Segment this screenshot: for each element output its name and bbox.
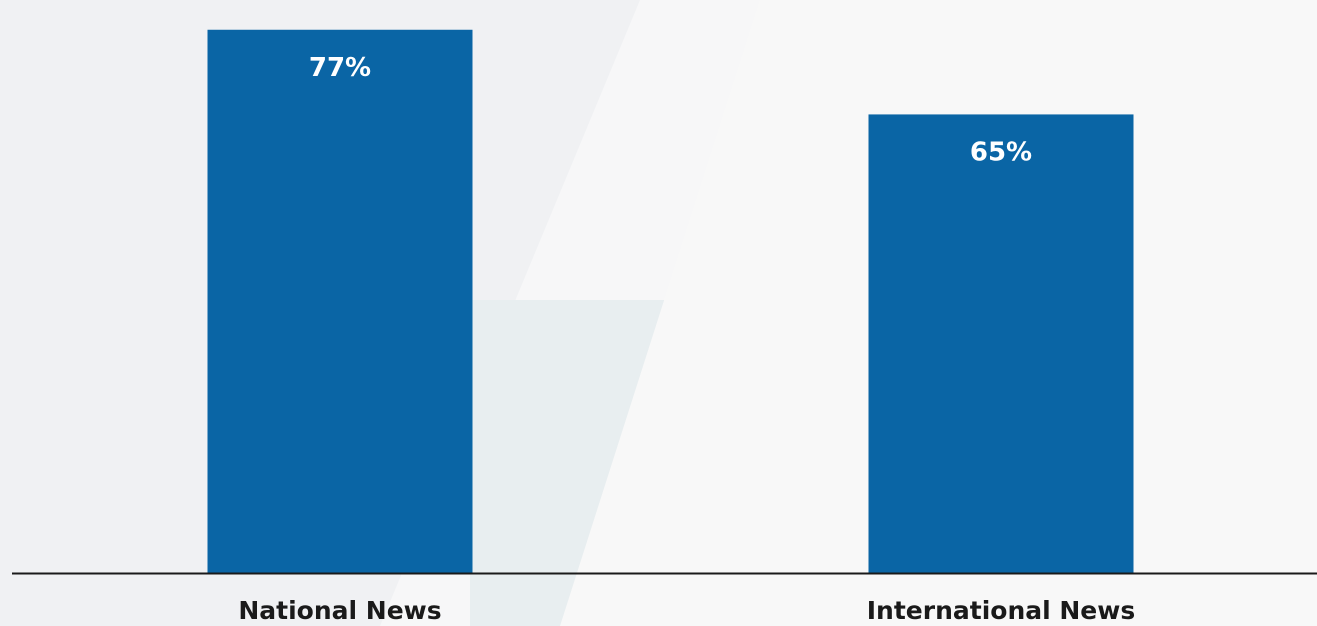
data-label: 65%: [970, 137, 1032, 167]
category-label: National News: [238, 596, 441, 625]
labels-group: 77% National News 65% International News: [238, 53, 1135, 625]
category-label: International News: [867, 596, 1136, 625]
data-label: 77%: [309, 53, 371, 83]
bar-international-news: [868, 114, 1134, 574]
bar-national-news: [207, 29, 473, 573]
bars-group: [207, 29, 1134, 574]
